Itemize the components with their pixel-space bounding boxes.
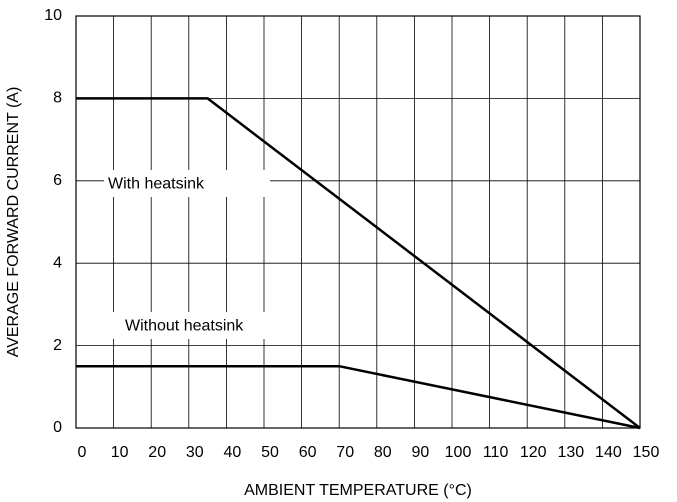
- x-tick-label: 90: [412, 444, 430, 461]
- y-tick-label: 6: [53, 172, 62, 189]
- x-tick-label: 40: [224, 444, 242, 461]
- series-label: Without heatsink: [125, 318, 244, 335]
- x-tick-label: 50: [261, 444, 279, 461]
- x-tick-label: 30: [186, 444, 204, 461]
- y-tick-label: 2: [53, 337, 62, 354]
- plot-frame: [75, 15, 641, 429]
- series-line: [76, 97, 641, 429]
- y-tick-label: 10: [44, 7, 62, 24]
- x-tick-label: 110: [483, 444, 509, 461]
- x-tick-label: 120: [520, 444, 547, 461]
- x-tick-label: 0: [78, 444, 87, 461]
- x-tick-label: 10: [111, 444, 129, 461]
- series-line: [76, 364, 641, 430]
- x-tick-label: 60: [299, 444, 317, 461]
- x-axis-title: AMBIENT TEMPERATURE (°C): [244, 482, 472, 499]
- y-tick-label: 4: [53, 254, 62, 271]
- x-tick-label: 150: [633, 444, 660, 461]
- x-tick-label: 70: [336, 444, 354, 461]
- x-tick-label: 20: [148, 444, 166, 461]
- x-tick-label: 140: [595, 444, 622, 461]
- y-tick-label: 0: [53, 419, 62, 436]
- y-tick-label: 8: [53, 90, 62, 107]
- x-tick-label: 100: [445, 444, 472, 461]
- label-box: [106, 312, 290, 339]
- label-box: [104, 170, 270, 197]
- x-tick-label: 130: [557, 444, 584, 461]
- series-label: With heatsink: [108, 176, 205, 193]
- y-axis-title: AVERAGE FORWARD CURRENT (A): [5, 87, 22, 358]
- x-tick-label: 80: [374, 444, 392, 461]
